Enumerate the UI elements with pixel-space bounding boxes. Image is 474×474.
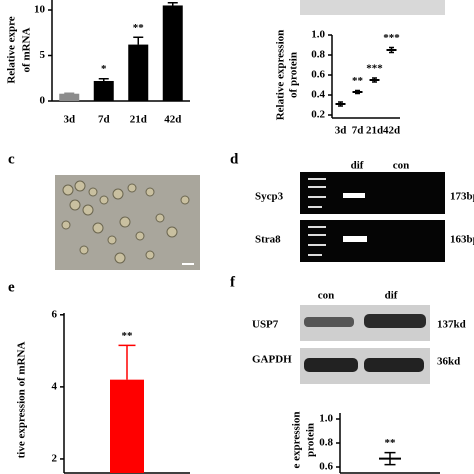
x-tick-label: 7d bbox=[352, 125, 364, 137]
size-label: 173bp bbox=[450, 191, 474, 203]
y-tick-label: 0.2 bbox=[311, 109, 325, 121]
error-bar bbox=[133, 36, 144, 45]
y-tick-label: 10 bbox=[34, 4, 46, 16]
significance-label: *** bbox=[383, 32, 400, 44]
error-bar bbox=[389, 46, 394, 54]
lane-label: dif bbox=[385, 290, 398, 302]
y-tick-label: 6 bbox=[52, 308, 58, 320]
lane-label: con bbox=[393, 160, 410, 172]
significance-label: * bbox=[101, 63, 107, 75]
y-tick-label: 1.0 bbox=[319, 413, 333, 425]
panel-label: d bbox=[230, 151, 239, 167]
bar bbox=[110, 379, 144, 473]
error-bar bbox=[372, 77, 377, 83]
y-tick-label: 0.6 bbox=[319, 461, 333, 473]
lane-label: dif bbox=[351, 160, 364, 172]
significance-label: *** bbox=[366, 63, 383, 75]
bar bbox=[162, 5, 183, 102]
y-axis-label: of protein bbox=[288, 52, 300, 98]
y-tick-label: 4 bbox=[52, 380, 58, 392]
bar bbox=[59, 93, 80, 101]
size-label: 137kd bbox=[437, 319, 466, 331]
error-bar bbox=[355, 89, 360, 95]
y-tick-label: 0.6 bbox=[311, 69, 325, 81]
x-tick-label: 3d bbox=[63, 114, 75, 126]
x-tick-label: 42d bbox=[164, 114, 181, 126]
row-label: USP7 bbox=[252, 319, 279, 331]
y-tick-label: 5 bbox=[40, 49, 46, 61]
row-label: Sycp3 bbox=[255, 191, 284, 203]
y-axis-label: protein bbox=[305, 423, 317, 457]
panel-label: e bbox=[8, 279, 15, 295]
panel-label: c bbox=[8, 151, 15, 167]
y-axis-label: tive expression of mRNA bbox=[16, 342, 28, 459]
significance-label: ** bbox=[352, 75, 364, 87]
significance-label: ** bbox=[133, 22, 145, 34]
y-axis-label: of mRNA bbox=[21, 27, 33, 72]
significance-label: ** bbox=[385, 437, 397, 449]
y-tick-label: 0.8 bbox=[319, 437, 333, 449]
x-tick-label: 42d bbox=[383, 125, 400, 137]
error-bar bbox=[338, 101, 343, 107]
error-bar bbox=[384, 451, 396, 466]
error-bar bbox=[98, 77, 109, 81]
row-label: GAPDH bbox=[252, 354, 292, 366]
y-tick-label: 0 bbox=[40, 95, 46, 107]
significance-label: ** bbox=[122, 330, 134, 342]
bar bbox=[128, 44, 149, 101]
y-axis-label: e expression bbox=[291, 412, 303, 469]
panel-label: f bbox=[230, 274, 236, 290]
gel bbox=[300, 172, 445, 262]
size-label: 163bp bbox=[450, 234, 474, 246]
row-label: Stra8 bbox=[255, 234, 281, 246]
y-tick-label: 2 bbox=[52, 452, 58, 464]
size-label: 36kd bbox=[437, 356, 460, 368]
x-tick-label: 3d bbox=[335, 125, 347, 137]
x-tick-label: 7d bbox=[98, 114, 110, 126]
x-tick-label: 21d bbox=[130, 114, 147, 126]
error-bar bbox=[118, 344, 136, 380]
blot-strip bbox=[300, 0, 445, 15]
western-blot bbox=[300, 305, 430, 384]
micrograph bbox=[55, 175, 200, 270]
x-tick-label: 21d bbox=[366, 125, 383, 137]
y-axis-label: Relative expre bbox=[6, 16, 18, 83]
lane-label: con bbox=[318, 290, 335, 302]
y-tick-label: 0.8 bbox=[311, 49, 325, 61]
y-tick-label: 1.0 bbox=[311, 29, 325, 41]
y-tick-label: 0.4 bbox=[311, 89, 325, 101]
bar bbox=[93, 80, 114, 101]
y-axis-label: Relative expression bbox=[275, 30, 287, 121]
error-bar bbox=[167, 1, 178, 6]
